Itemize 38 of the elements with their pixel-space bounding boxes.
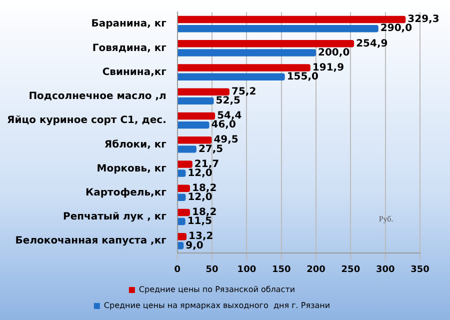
x-tick-label: 150	[272, 264, 291, 275]
data-label: 290,0	[380, 23, 412, 34]
y-tick-label: Баранина, кг	[91, 18, 166, 30]
data-label: 21,7	[194, 158, 220, 170]
y-tick-label: Белокочанная капуста ,кг	[15, 236, 166, 247]
y-tick-label: Яйцо куриное сорт С1, дес.	[6, 115, 166, 126]
data-label: 46,0	[211, 120, 236, 131]
data-label: 13,2	[188, 231, 214, 242]
legend-label: Средние цены на ярмарках выходного дня г. Рязани	[104, 301, 330, 310]
data-label: 75,2	[232, 86, 256, 98]
y-tick-label: Свинина,кг	[102, 66, 166, 78]
data-label: 27,5	[198, 144, 224, 155]
data-label: 200,0	[318, 47, 350, 58]
data-label: 49,5	[214, 134, 238, 146]
data-label: 254,9	[356, 38, 388, 50]
legend-label: Средние цены по Рязанской области	[138, 285, 296, 294]
data-label: 11,5	[187, 216, 212, 228]
data-label: 12,0	[188, 168, 212, 179]
data-label: 18,2	[192, 182, 217, 194]
y-tick-label: Морковь, кг	[96, 163, 166, 174]
y-tick-label: Говядина, кг	[92, 42, 166, 54]
data-label: 9,0	[186, 240, 204, 252]
data-label: 191,9	[312, 62, 344, 74]
x-tick-label: 250	[341, 264, 360, 275]
annotation: Руб.	[378, 214, 394, 224]
x-tick-label: 50	[206, 264, 218, 275]
x-tick-label: 100	[237, 264, 256, 275]
y-tick-label: Картофель,кг	[85, 187, 166, 198]
data-label: 155,0	[286, 71, 318, 82]
x-tick-label: 300	[376, 264, 395, 275]
y-tick-label: Яблоки, кг	[104, 139, 166, 150]
x-tick-label: 200	[306, 264, 326, 275]
data-label: 52,5	[216, 96, 240, 107]
y-tick-label: Подсолнечное масло ,л	[28, 91, 166, 102]
x-tick-label: 350	[410, 264, 430, 275]
x-tick-label: 0	[174, 264, 181, 275]
data-label: 12,0	[188, 192, 212, 204]
y-tick-label: Репчатый лук , кг	[63, 212, 166, 223]
